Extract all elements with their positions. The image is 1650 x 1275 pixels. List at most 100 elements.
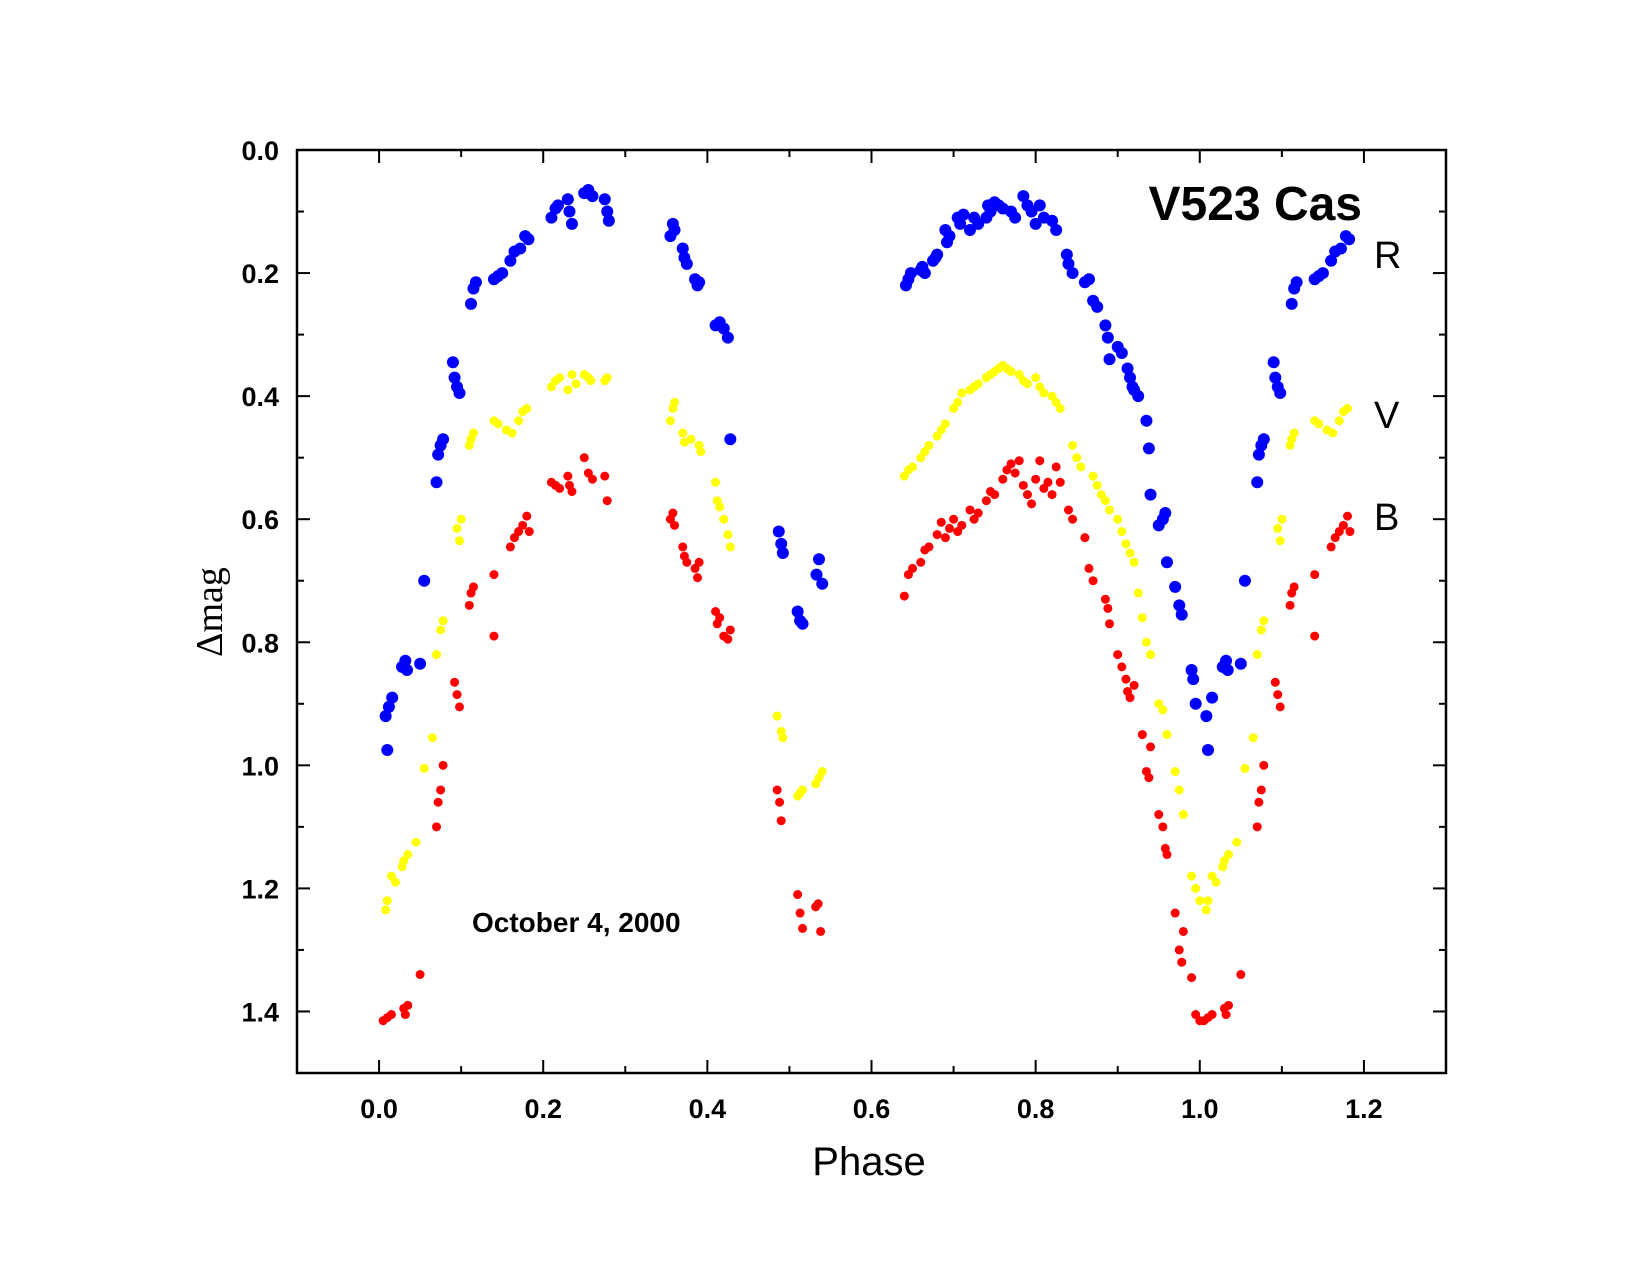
point-b — [455, 702, 465, 712]
point-r — [1290, 276, 1303, 289]
point-v — [1314, 419, 1324, 429]
y-tick-label: 1.2 — [241, 874, 279, 904]
point-v — [1117, 527, 1127, 537]
point-b — [1129, 680, 1139, 690]
point-r — [1029, 217, 1042, 230]
point-b — [1088, 576, 1098, 586]
point-r — [598, 193, 611, 206]
point-v — [1039, 388, 1049, 398]
point-b — [1285, 600, 1295, 610]
point-r — [1060, 248, 1073, 261]
point-b — [1326, 542, 1336, 552]
point-r — [972, 217, 985, 230]
point-b — [522, 511, 532, 521]
point-b — [908, 563, 918, 573]
point-b — [1221, 1010, 1231, 1020]
point-r — [1140, 414, 1153, 427]
point-r — [1221, 663, 1234, 676]
point-v — [1343, 403, 1353, 413]
point-b — [916, 557, 926, 567]
point-v — [719, 514, 729, 524]
point-b — [1345, 527, 1355, 537]
point-b — [694, 557, 704, 567]
point-r — [693, 276, 706, 289]
point-r — [1274, 387, 1287, 400]
point-b — [489, 631, 499, 641]
point-r — [984, 205, 997, 218]
point-r — [1066, 267, 1079, 280]
point-r — [1257, 433, 1270, 446]
point-v — [1240, 763, 1250, 773]
point-b — [1207, 1010, 1217, 1020]
point-r — [676, 242, 689, 255]
point-v — [1328, 428, 1338, 438]
point-b — [936, 517, 946, 527]
point-r — [1251, 476, 1264, 489]
point-b — [932, 530, 942, 540]
point-v — [1072, 453, 1082, 463]
point-r — [504, 254, 517, 267]
point-v — [924, 440, 934, 450]
point-r — [931, 248, 944, 261]
point-b — [438, 760, 448, 770]
point-b — [715, 613, 725, 623]
point-b — [1170, 908, 1180, 918]
point-b — [723, 634, 733, 644]
point-v — [908, 462, 918, 472]
point-r — [602, 214, 615, 227]
data-points — [378, 183, 1356, 1026]
point-v — [973, 379, 983, 389]
point-v — [1273, 523, 1283, 533]
point-r — [1169, 580, 1182, 593]
point-v — [1201, 905, 1211, 915]
point-v — [514, 416, 524, 426]
point-r — [1160, 556, 1173, 569]
point-b — [403, 1000, 413, 1010]
point-b — [813, 899, 823, 909]
point-b — [1174, 945, 1184, 955]
point-r — [1091, 300, 1104, 313]
point-b — [899, 591, 909, 601]
y-axis-title: Δmag — [189, 567, 231, 657]
point-r — [1099, 319, 1112, 332]
point-v — [670, 397, 680, 407]
point-v — [1141, 637, 1151, 647]
point-r — [724, 433, 737, 446]
point-b — [924, 542, 934, 552]
point-b — [524, 527, 534, 537]
point-b — [567, 487, 577, 497]
point-b — [1100, 594, 1110, 604]
point-r — [448, 371, 461, 384]
point-r — [791, 605, 804, 618]
x-tick-label: 1.0 — [1181, 1094, 1219, 1124]
point-b — [1144, 773, 1154, 783]
point-b — [1236, 970, 1246, 980]
point-r — [386, 691, 399, 704]
point-r — [1343, 233, 1356, 246]
point-v — [1076, 462, 1086, 472]
point-b — [1125, 693, 1135, 703]
point-b — [670, 520, 680, 530]
y-tick-label: 0.8 — [241, 628, 279, 658]
chart-title: V523 Cas — [1149, 178, 1363, 231]
point-r — [1220, 654, 1233, 667]
point-b — [1162, 850, 1172, 860]
point-v — [455, 536, 465, 546]
point-v — [1187, 871, 1197, 881]
point-b — [386, 1010, 396, 1020]
point-b — [1310, 631, 1320, 641]
point-b — [816, 926, 826, 936]
point-r — [1285, 297, 1298, 310]
point-r — [399, 654, 412, 667]
point-v — [452, 523, 462, 533]
x-tick-label: 0.4 — [689, 1094, 727, 1124]
point-b — [682, 557, 692, 567]
x-tick-label: 0.0 — [360, 1094, 398, 1124]
point-b — [1105, 619, 1115, 629]
point-r — [586, 190, 599, 203]
point-r — [446, 356, 459, 369]
point-b — [957, 520, 967, 530]
point-b — [965, 505, 975, 515]
point-v — [563, 385, 573, 395]
